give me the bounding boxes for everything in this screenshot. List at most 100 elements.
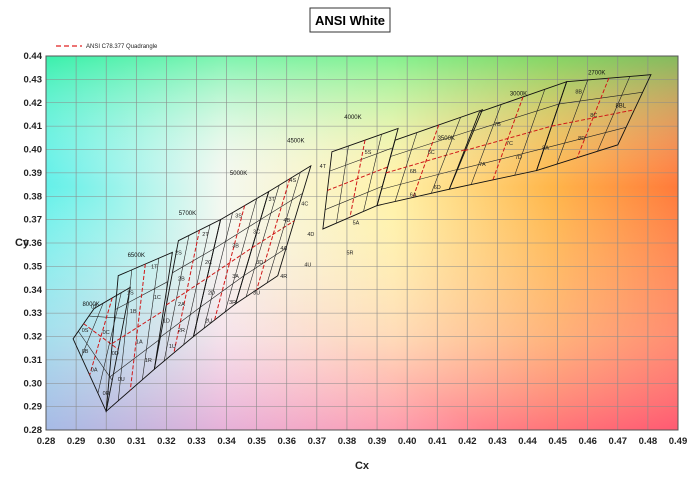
bin-label: 1C [154,295,161,301]
x-tick-label: 0.47 [609,436,628,447]
bin-label: 0A [91,368,98,374]
y-tick-label: 0.41 [24,121,43,132]
bin-label: 2A [178,302,185,308]
x-tick-label: 0.49 [669,436,688,447]
cct-label: 6500K [128,253,145,259]
mesh-line [260,193,303,220]
mesh-line [597,76,631,152]
mesh-line [243,248,287,276]
cct-label: 2700K [588,71,605,77]
bin-label: 5A [353,220,360,226]
bin-label: 8A [542,146,549,152]
mesh-line [544,127,627,149]
mesh-line [492,96,524,181]
x-tick-label: 0.34 [217,436,236,447]
bin-label: 0C [103,330,110,336]
bin-label: 3T [269,197,276,203]
bin-label: 2C [205,260,212,266]
bin-label: 0T [91,304,98,310]
x-tick-label: 0.46 [578,436,597,447]
x-tick-label: 0.36 [278,436,297,447]
x-tick-label: 0.30 [97,436,116,447]
y-tick-label: 0.32 [24,332,43,343]
bin-label: 0D [112,351,119,357]
mesh-line [336,145,349,224]
mesh-line [97,292,122,394]
bin-label: 3U [253,290,260,296]
bin-label: 4C [301,202,308,208]
cct-label: 8BL [615,103,626,109]
bin-label: 1U [169,344,176,350]
bin-label: 4R [280,274,287,280]
mesh-line [576,78,610,158]
mesh-line [160,307,201,338]
mesh-line [325,186,383,210]
x-tick-label: 0.39 [368,436,387,447]
mesh-line [224,198,257,313]
x-tick-label: 0.33 [187,436,206,447]
y-tick-label: 0.28 [24,425,43,436]
y-tick-label: 0.29 [24,402,43,413]
y-tick-labels: 0.28 0.29 0.30 0.31 0.32 0.33 0.34 0.35 0.36 0.37… [24,51,43,436]
x-tick-label: 0.48 [639,436,658,447]
mesh-line [142,258,160,380]
bin-label: 2D [208,290,215,296]
y-tick-label: 0.39 [24,168,43,179]
y-axis-label: Cy [15,237,30,249]
bin-label: 7B [494,122,501,128]
bin-label: 6A [410,192,417,198]
bin-label: 3C [253,230,260,236]
x-tick-label: 0.32 [157,436,176,447]
mesh-line [109,339,160,378]
bin-label: 3D [256,260,263,266]
x-tick-label: 0.44 [518,436,537,447]
mesh-line [430,117,461,194]
bin-label: 2S [175,251,182,257]
bin-label: 1S [127,290,134,296]
x-tick-label: 0.31 [127,436,146,447]
x-tick-label: 0.45 [548,436,567,447]
bin-label: 1T [151,265,158,271]
bin-label: 0U [118,377,125,383]
mesh-line [471,103,560,132]
quadrangle-4500K [234,164,312,305]
mesh-line [200,275,245,308]
plot-frame [45,55,679,431]
bin-label: 6D [434,185,441,191]
y-tick-label: 0.33 [24,308,43,319]
bin-label: 6C [428,150,435,156]
bin-label: 7D [515,155,522,161]
x-tick-label: 0.38 [338,436,357,447]
grid-lines [45,55,679,431]
bin-label: 2U [205,318,212,324]
mesh-line [456,148,545,171]
bin-label: 0S [82,328,89,334]
x-tick-label: 0.29 [67,436,86,447]
bin-label: 5S [365,150,372,156]
bin-label: 4U [304,262,311,268]
x-tick-label: 0.37 [308,436,327,447]
legend-entry-label: ANSI C78.377 Quadrangle [86,44,158,50]
bin-label: 4A [280,246,287,252]
bin-label: 1D [163,318,170,324]
bin-label: 8D [578,136,585,142]
cct-label: 5700K [179,211,196,217]
mesh-line [363,134,382,212]
quadrangle-outlines [72,74,652,413]
y-tick-label: 0.44 [24,51,43,62]
bin-label: 5R [346,251,353,257]
bin-label: 4D [307,232,314,238]
y-tick-label: 0.34 [24,285,43,296]
mesh-line [129,263,146,391]
bin-labels: 0T 0S 0C 0B 0D 0A 0U 0R 1T 1S 1C 1B 1D 1A 1U 1R 2T 2S 2C 2B… [82,89,598,397]
chart-title-text: ANSI White [315,13,385,28]
x-tick-label: 0.42 [458,436,477,447]
mesh-line [206,247,253,279]
mesh-line [214,205,246,321]
bin-label: 8C [590,113,597,119]
bin-grid-mesh [78,76,643,401]
bin-label: 1A [136,340,143,346]
x-tick-label: 0.40 [398,436,417,447]
chart-title: ANSI White [309,7,391,33]
